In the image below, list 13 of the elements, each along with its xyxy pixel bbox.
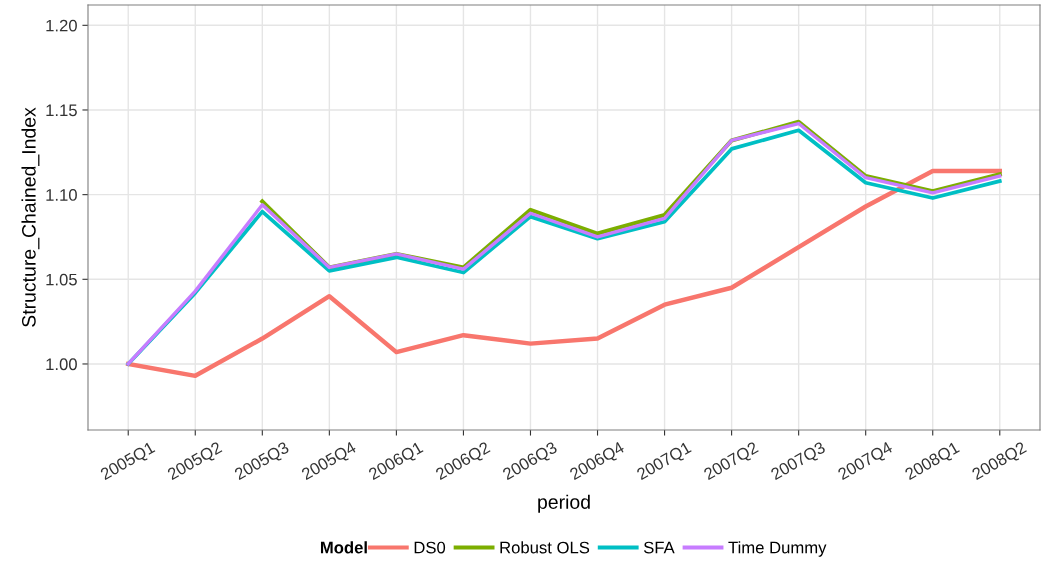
y-axis-title: Structure_Chained_Index: [21, 107, 40, 327]
legend-label: Robust OLS: [500, 541, 590, 554]
y-tick-label: 1.10: [46, 189, 77, 201]
x-axis-title: period: [538, 494, 590, 513]
legend-label: DS0: [414, 541, 446, 554]
y-tick-label: 1.00: [46, 358, 77, 371]
y-tick-label: 1.15: [46, 104, 77, 117]
y-tick-label: 1.20: [46, 19, 77, 32]
y-tick-label: 1.05: [46, 273, 77, 286]
legend-label: SFA: [643, 541, 675, 554]
line-series: [126, 168, 1002, 379]
legend-label: Time Dummy: [728, 541, 827, 557]
legend-title: Model: [320, 541, 367, 554]
